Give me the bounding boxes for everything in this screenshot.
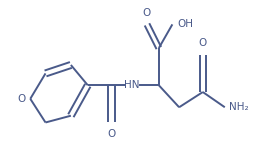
Text: NH₂: NH₂	[229, 102, 249, 112]
Text: O: O	[199, 38, 207, 48]
Text: O: O	[107, 129, 116, 139]
Text: O: O	[143, 8, 151, 18]
Text: HN: HN	[124, 80, 140, 90]
Text: OH: OH	[177, 19, 193, 29]
Text: O: O	[17, 94, 25, 104]
